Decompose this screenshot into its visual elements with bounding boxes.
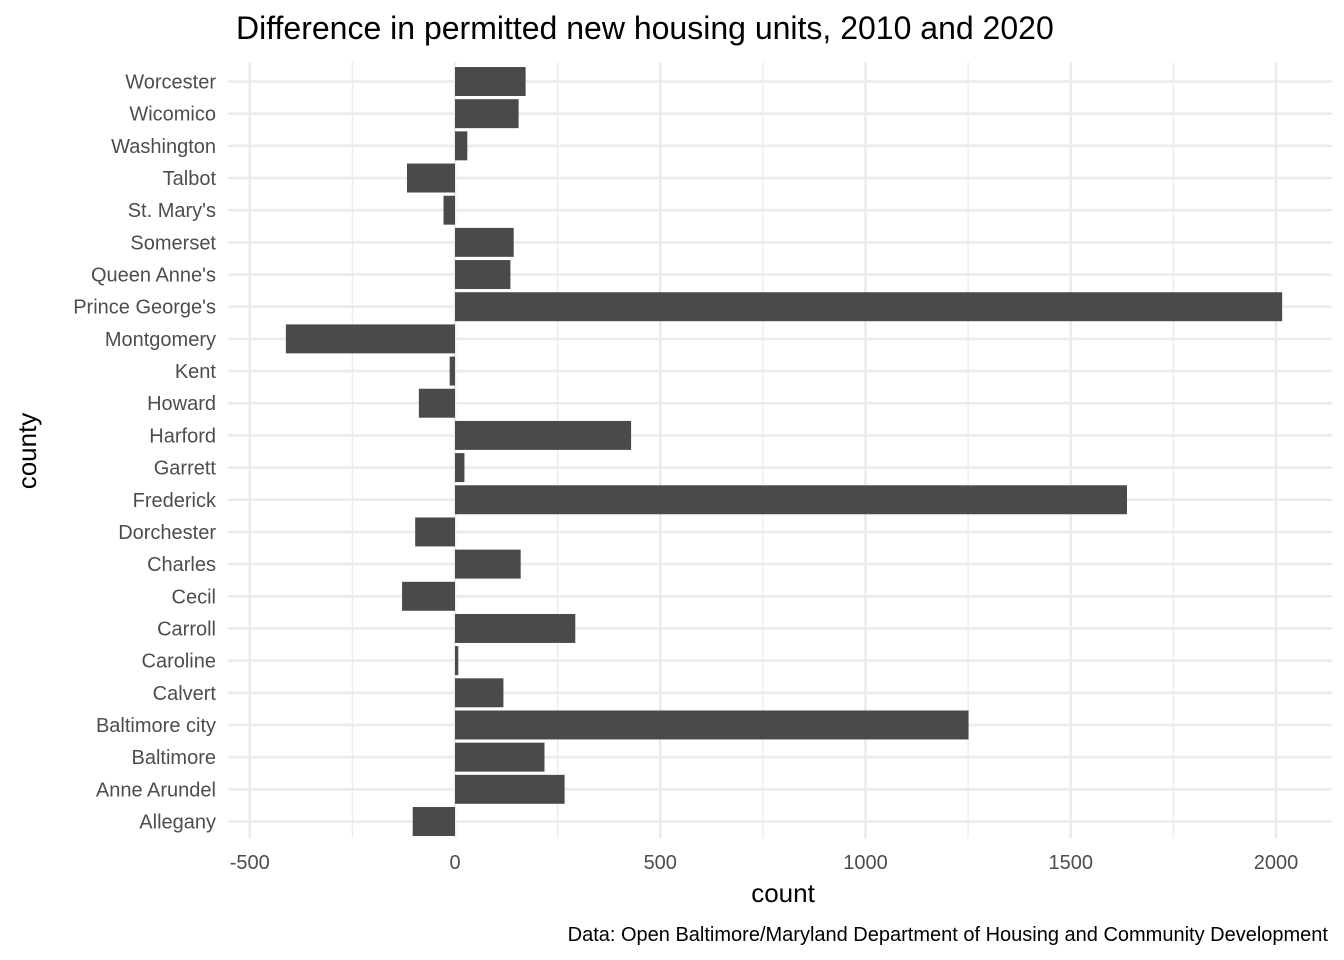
y-tick-label: Garrett (154, 458, 217, 480)
bar-carroll (455, 613, 576, 643)
bar-anne-arundel (455, 774, 565, 804)
bar-wicomico (455, 99, 519, 129)
y-tick-label: Anne Arundel (96, 779, 216, 801)
x-tick-label: 2000 (1254, 852, 1299, 874)
x-axis-title: count (751, 878, 815, 908)
bar-baltimore-city (455, 710, 969, 740)
y-tick-label: Montgomery (105, 329, 216, 351)
bar-talbot (406, 163, 455, 193)
y-tick-label: Wicomico (129, 104, 216, 126)
x-tick-labels: -500 0 500 1000 1500 2000 (230, 852, 1299, 874)
y-tick-label: Allegany (139, 812, 216, 834)
y-tick-label: St. Mary's (128, 200, 216, 222)
bar-harford (455, 420, 632, 450)
x-tick-label: 0 (449, 852, 460, 874)
bar-baltimore (455, 742, 545, 772)
bar-washington (455, 131, 468, 161)
bar-calvert (455, 678, 504, 708)
y-tick-label: Howard (147, 393, 216, 415)
bar-frederick (455, 485, 1127, 515)
bar-garrett (455, 453, 465, 483)
y-tick-labels: Allegany Anne Arundel Baltimore Baltimore c… (73, 72, 217, 834)
y-tick-label: Baltimore (132, 747, 216, 769)
bar-howard (418, 388, 455, 418)
y-tick-label: Talbot (163, 168, 217, 190)
y-tick-label: Frederick (133, 490, 217, 512)
y-axis-title: county (12, 413, 42, 490)
bar-prince-george-s (455, 292, 1283, 322)
x-tick-label: 1000 (843, 852, 888, 874)
bar-kent (449, 356, 455, 386)
bar-st-mary-s (443, 195, 455, 225)
y-tick-label: Kent (175, 361, 217, 383)
bar-caroline (455, 646, 459, 676)
y-tick-label: Calvert (153, 683, 217, 705)
y-tick-label: Carroll (157, 618, 216, 640)
y-tick-label: Cecil (172, 586, 216, 608)
y-tick-label: Somerset (130, 232, 216, 254)
y-tick-label: Dorchester (118, 522, 216, 544)
y-tick-label: Caroline (142, 651, 216, 673)
bars (285, 67, 1283, 836)
x-tick-label: -500 (230, 852, 270, 874)
bar-montgomery (285, 324, 455, 354)
bar-somerset (455, 227, 514, 257)
grid-lines (228, 62, 1332, 838)
bar-dorchester (415, 517, 455, 547)
bar-cecil (402, 581, 455, 611)
y-tick-label: Worcester (125, 72, 216, 94)
y-tick-label: Prince George's (73, 297, 216, 319)
x-tick-label: 1500 (1049, 852, 1094, 874)
y-tick-label: Washington (111, 136, 216, 158)
chart-caption: Data: Open Baltimore/Maryland Department… (568, 924, 1329, 946)
y-tick-label: Queen Anne's (91, 265, 216, 287)
y-tick-label: Harford (149, 425, 216, 447)
chart-title: Difference in permitted new housing unit… (236, 10, 1054, 46)
bar-worcester (455, 67, 526, 96)
y-tick-label: Charles (147, 554, 216, 576)
bar-allegany (412, 807, 455, 836)
bar-queen-anne-s (455, 260, 511, 290)
x-tick-label: 500 (644, 852, 677, 874)
y-tick-label: Baltimore city (96, 715, 216, 737)
bar-charles (455, 549, 521, 579)
